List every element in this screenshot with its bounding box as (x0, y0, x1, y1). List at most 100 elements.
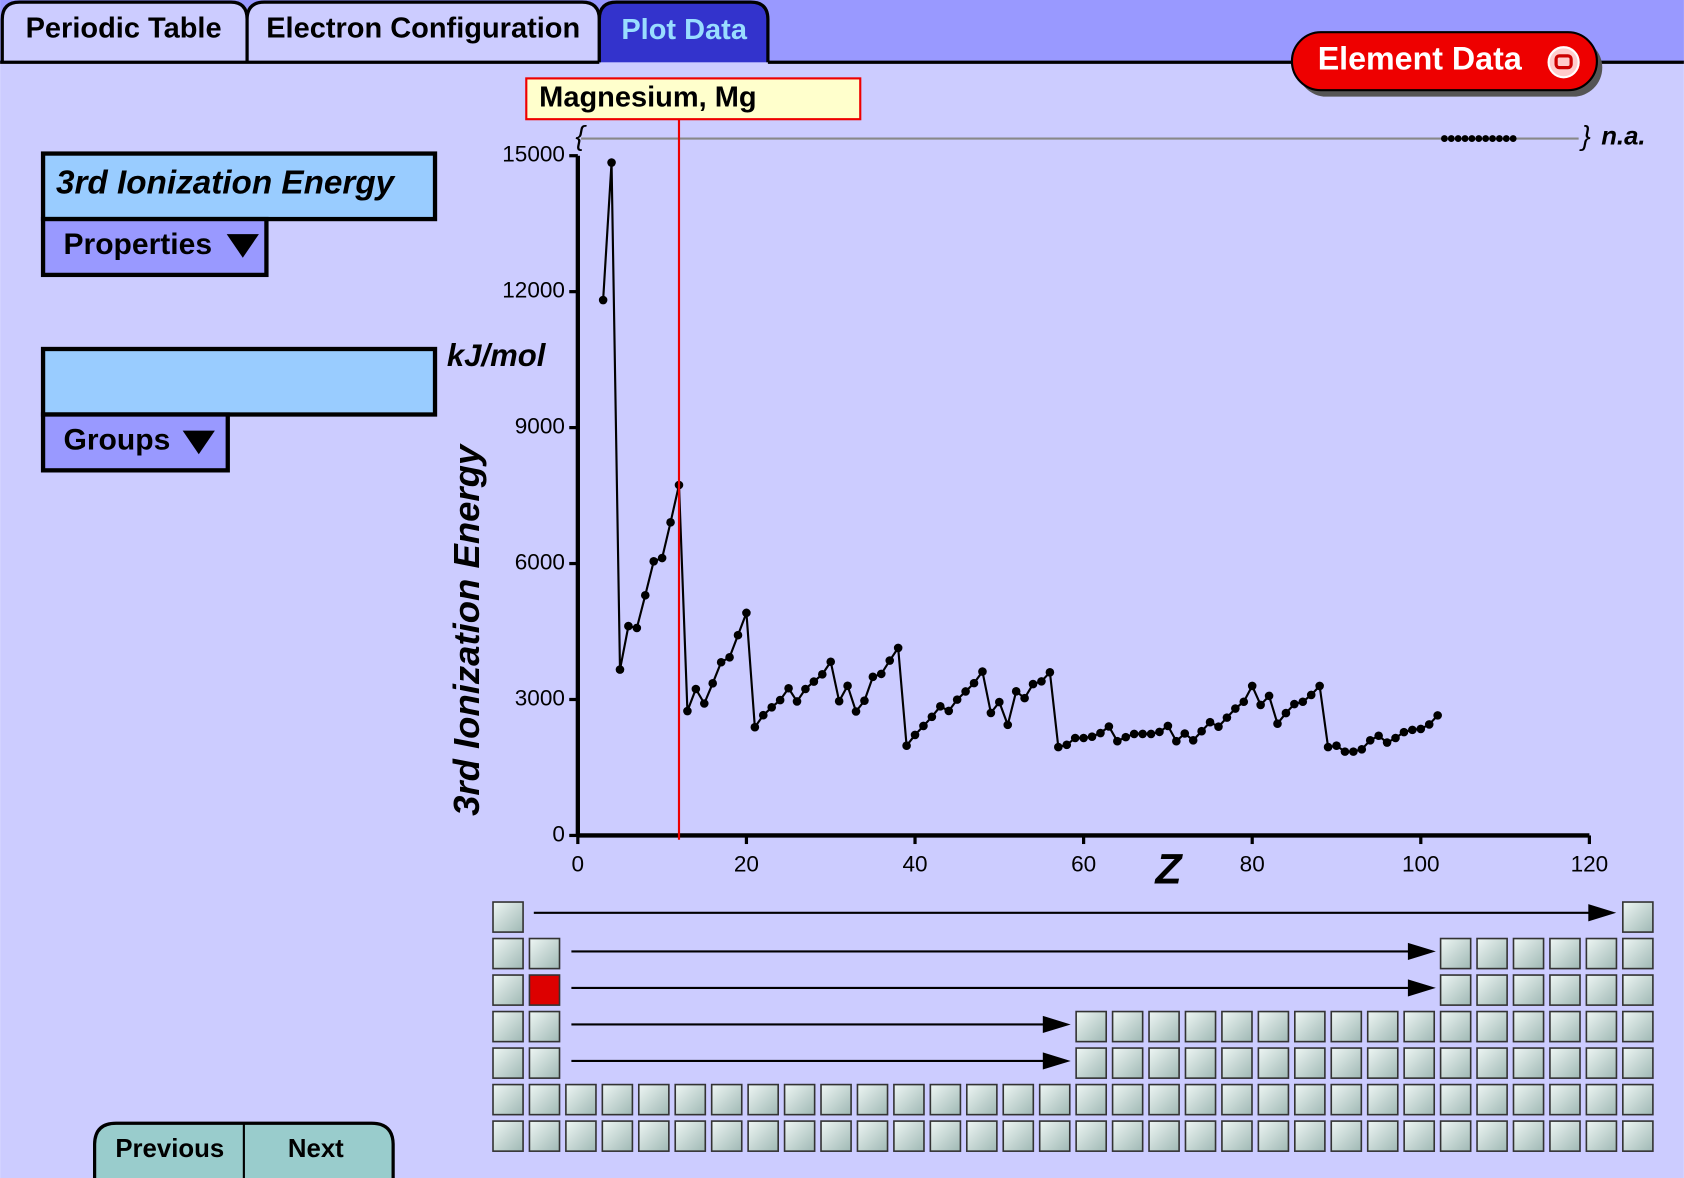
element-cell[interactable] (528, 974, 561, 1006)
element-cell[interactable] (1439, 1047, 1472, 1079)
element-cell[interactable] (1476, 1047, 1508, 1079)
element-cell[interactable] (1439, 1083, 1472, 1116)
element-cell[interactable] (1622, 1047, 1654, 1079)
element-cell[interactable] (1148, 1010, 1180, 1043)
element-cell[interactable] (1439, 974, 1472, 1006)
element-cell[interactable] (1476, 1120, 1508, 1152)
properties-dropdown[interactable] (40, 216, 269, 278)
element-cell[interactable] (1476, 937, 1508, 970)
element-cell[interactable] (1148, 1083, 1180, 1116)
element-cell[interactable] (1111, 1047, 1144, 1079)
element-cell[interactable] (674, 1083, 707, 1116)
element-cell[interactable] (1549, 1010, 1581, 1043)
element-cell[interactable] (528, 1010, 561, 1043)
element-cell[interactable] (747, 1120, 779, 1152)
element-cell[interactable] (1038, 1083, 1071, 1116)
element-cell[interactable] (1184, 1047, 1217, 1079)
element-cell[interactable] (1038, 1120, 1071, 1152)
element-cell[interactable] (1403, 1010, 1436, 1043)
element-cell[interactable] (528, 1047, 561, 1079)
element-cell[interactable] (1585, 1083, 1618, 1116)
element-cell[interactable] (492, 937, 524, 970)
element-cell[interactable] (1075, 1010, 1108, 1043)
element-cell[interactable] (1257, 1083, 1290, 1116)
element-cell[interactable] (1622, 937, 1654, 970)
element-cell[interactable] (1512, 1010, 1545, 1043)
element-cell[interactable] (1148, 1120, 1180, 1152)
element-cell[interactable] (1403, 1047, 1436, 1079)
element-cell[interactable] (1294, 1047, 1326, 1079)
element-cell[interactable] (965, 1083, 998, 1116)
element-cell[interactable] (893, 1120, 925, 1152)
element-cell[interactable] (565, 1120, 597, 1152)
element-cell[interactable] (637, 1120, 670, 1152)
element-cell[interactable] (1184, 1120, 1217, 1152)
element-cell[interactable] (1439, 1010, 1472, 1043)
element-cell[interactable] (1512, 1047, 1545, 1079)
element-cell[interactable] (1366, 1083, 1399, 1116)
element-cell[interactable] (1075, 1120, 1108, 1152)
element-cell[interactable] (1585, 937, 1618, 970)
element-cell[interactable] (1366, 1047, 1399, 1079)
element-cell[interactable] (1549, 1083, 1581, 1116)
element-cell[interactable] (1002, 1120, 1035, 1152)
element-cell[interactable] (528, 937, 561, 970)
element-cell[interactable] (710, 1083, 743, 1116)
element-cell[interactable] (1221, 1010, 1253, 1043)
element-cell[interactable] (1184, 1083, 1217, 1116)
element-cell[interactable] (1330, 1120, 1363, 1152)
element-cell[interactable] (492, 901, 524, 933)
element-cell[interactable] (1512, 1083, 1545, 1116)
element-cell[interactable] (1549, 937, 1581, 970)
element-cell[interactable] (929, 1083, 962, 1116)
element-cell[interactable] (893, 1083, 925, 1116)
element-cell[interactable] (601, 1120, 634, 1152)
element-cell[interactable] (1330, 1010, 1363, 1043)
element-cell[interactable] (1075, 1047, 1108, 1079)
element-cell[interactable] (1549, 974, 1581, 1006)
element-cell[interactable] (820, 1120, 852, 1152)
element-cell[interactable] (1512, 937, 1545, 970)
element-cell[interactable] (1622, 974, 1654, 1006)
element-cell[interactable] (1330, 1047, 1363, 1079)
element-cell[interactable] (1403, 1083, 1436, 1116)
element-cell[interactable] (565, 1083, 597, 1116)
element-cell[interactable] (1184, 1010, 1217, 1043)
element-cell[interactable] (856, 1120, 889, 1152)
element-cell[interactable] (1221, 1047, 1253, 1079)
previous-button[interactable]: Previous (115, 1135, 224, 1163)
element-cell[interactable] (965, 1120, 998, 1152)
element-cell[interactable] (1622, 901, 1654, 933)
element-cell[interactable] (1476, 974, 1508, 1006)
element-cell[interactable] (747, 1083, 779, 1116)
element-cell[interactable] (1512, 1120, 1545, 1152)
element-cell[interactable] (1622, 1120, 1654, 1152)
tab[interactable] (0, 0, 249, 63)
element-cell[interactable] (492, 1010, 524, 1043)
element-cell[interactable] (1294, 1010, 1326, 1043)
element-cell[interactable] (929, 1120, 962, 1152)
element-cell[interactable] (601, 1083, 634, 1116)
element-cell[interactable] (1549, 1120, 1581, 1152)
element-cell[interactable] (1585, 1047, 1618, 1079)
element-data-button[interactable] (1290, 31, 1598, 92)
element-cell[interactable] (1111, 1010, 1144, 1043)
element-cell[interactable] (1111, 1120, 1144, 1152)
element-cell[interactable] (528, 1120, 561, 1152)
element-cell[interactable] (1366, 1120, 1399, 1152)
element-cell[interactable] (820, 1083, 852, 1116)
element-cell[interactable] (492, 1120, 524, 1152)
element-cell[interactable] (1366, 1010, 1399, 1043)
element-cell[interactable] (1294, 1120, 1326, 1152)
element-cell[interactable] (492, 1083, 524, 1116)
element-cell[interactable] (492, 974, 524, 1006)
element-cell[interactable] (1512, 974, 1545, 1006)
element-cell[interactable] (1257, 1047, 1290, 1079)
tab[interactable] (245, 0, 601, 63)
element-cell[interactable] (1111, 1083, 1144, 1116)
element-cell[interactable] (1439, 937, 1472, 970)
element-cell[interactable] (1585, 974, 1618, 1006)
next-button[interactable]: Next (288, 1135, 344, 1163)
element-cell[interactable] (1403, 1120, 1436, 1152)
element-cell[interactable] (1622, 1010, 1654, 1043)
